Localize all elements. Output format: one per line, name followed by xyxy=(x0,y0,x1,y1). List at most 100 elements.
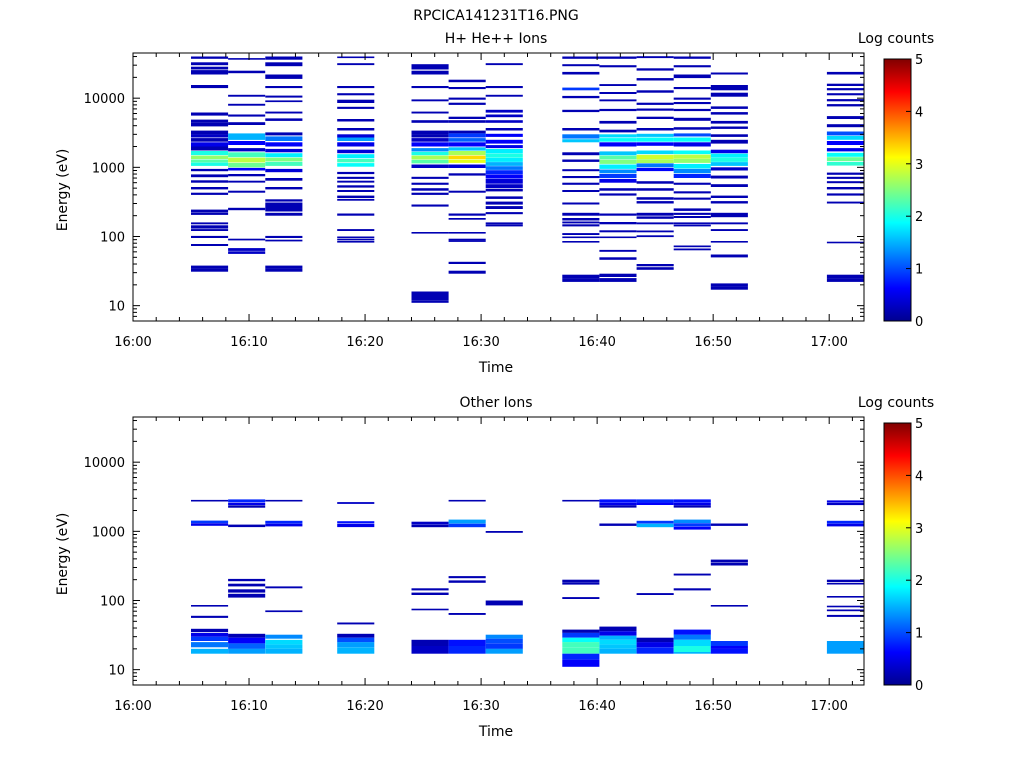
heatmap-cell xyxy=(710,212,748,218)
heatmap-cell xyxy=(599,99,637,102)
heatmap-cell xyxy=(191,174,229,178)
heatmap-cell xyxy=(191,180,229,183)
heatmap-cell xyxy=(411,176,449,179)
heatmap-cell xyxy=(265,199,303,202)
heatmap-cell xyxy=(710,153,748,158)
heatmap-cell xyxy=(191,162,229,166)
heatmap-cell xyxy=(337,185,375,188)
heatmap-cell xyxy=(673,222,711,225)
heatmap-cell xyxy=(411,592,449,595)
heatmap-cell xyxy=(337,163,375,167)
heatmap-cell xyxy=(562,647,600,654)
heatmap-cell xyxy=(448,523,486,528)
heatmap-cell xyxy=(411,524,449,528)
heatmap-cell xyxy=(228,133,266,140)
heatmap-cell xyxy=(337,171,375,175)
heatmap-cell xyxy=(485,212,523,215)
heatmap-cell xyxy=(485,184,523,189)
heatmap-cell xyxy=(599,236,637,239)
heatmap-cell xyxy=(228,578,266,582)
heatmap-cell xyxy=(826,157,864,162)
colorbar-tick-label: 4 xyxy=(915,105,923,120)
heatmap-cell xyxy=(673,182,711,185)
heatmap-cell xyxy=(710,641,748,646)
heatmap-cell xyxy=(562,653,600,660)
heatmap-cell xyxy=(673,523,711,527)
heatmap-cell xyxy=(448,151,486,156)
heatmap-cell xyxy=(265,111,303,114)
heatmap-cell xyxy=(191,229,229,231)
heatmap-cell xyxy=(673,133,711,137)
heatmap-cell xyxy=(448,79,486,83)
heatmap-cell xyxy=(265,136,303,141)
heatmap-cell xyxy=(448,270,486,274)
heatmap-cell xyxy=(485,643,523,649)
colorbar-tick-label: 4 xyxy=(915,469,923,484)
heatmap-cell xyxy=(673,127,711,130)
heatmap-cell xyxy=(265,168,303,173)
heatmap-cell xyxy=(673,168,711,174)
heatmap-cell xyxy=(710,195,748,198)
heatmap-cell xyxy=(448,164,486,168)
heatmap-cell xyxy=(265,118,303,121)
heatmap-cell xyxy=(599,56,637,59)
heatmap-cell xyxy=(448,232,486,234)
heatmap-cell xyxy=(411,64,449,70)
plot-frame xyxy=(132,416,865,686)
heatmap-cell xyxy=(228,583,266,587)
x-tick-label: 16:00 xyxy=(114,699,151,714)
heatmap-cell xyxy=(673,245,711,248)
heatmap-cell xyxy=(448,102,486,105)
y-tick-label: 100 xyxy=(100,230,125,245)
heatmap-cell xyxy=(228,499,266,503)
heatmap-cell xyxy=(599,155,637,160)
x-tick-label: 16:20 xyxy=(346,699,383,714)
colorbar-tick-label: 3 xyxy=(915,158,923,173)
heatmap-cell xyxy=(485,648,523,654)
heatmap-cell xyxy=(599,134,637,138)
heatmap-cell xyxy=(228,162,266,168)
heatmap-cell xyxy=(191,112,229,116)
y-tick-label: 1000 xyxy=(92,525,125,540)
heatmap-cell xyxy=(337,647,375,654)
heatmap-cell xyxy=(599,635,637,640)
heatmap-cell xyxy=(337,633,375,638)
heatmap-cell xyxy=(599,92,637,94)
heatmap-cell xyxy=(485,86,523,89)
heatmap-cell xyxy=(599,499,637,503)
heatmap-cell xyxy=(826,609,864,612)
heatmap-cell xyxy=(710,157,748,162)
heatmap-cell xyxy=(673,573,711,576)
heatmap-cell xyxy=(826,161,864,166)
heatmap-cell xyxy=(228,174,266,177)
heatmap-cell xyxy=(710,72,748,75)
heatmap-cell xyxy=(710,167,748,171)
heatmap-cell xyxy=(562,278,600,282)
heatmap-cell xyxy=(448,639,486,646)
heatmap-cell xyxy=(636,163,674,168)
colorbar-tick-label: 0 xyxy=(915,315,923,330)
heatmap-cell xyxy=(826,201,864,204)
heatmap-cell xyxy=(228,114,266,117)
heatmap-cell xyxy=(191,130,229,135)
heatmap-cell xyxy=(265,100,303,103)
colorbar-tick-label: 2 xyxy=(915,210,923,225)
heatmap-cell xyxy=(411,588,449,591)
heatmap-cell xyxy=(599,138,637,142)
heatmap-cell xyxy=(636,142,674,146)
heatmap-cell xyxy=(599,257,637,260)
heatmap-cell xyxy=(673,87,711,90)
heatmap-cell xyxy=(265,239,303,242)
heatmap-cell xyxy=(826,241,864,244)
heatmap-cell xyxy=(710,523,748,526)
heatmap-cell xyxy=(562,169,600,172)
x-tick-label: 16:10 xyxy=(230,335,267,350)
heatmap-cell xyxy=(599,169,637,174)
heatmap-cell xyxy=(191,212,229,215)
heatmap-cell xyxy=(673,65,711,68)
heatmap-cell xyxy=(636,523,674,528)
heatmap-cell xyxy=(485,174,523,179)
heatmap-cell xyxy=(562,109,600,113)
panel-bottom-y-axis-label: Energy (eV) xyxy=(55,513,71,596)
panel-top: H+ He++ Ions Log counts Time Energy (eV)… xyxy=(55,31,934,376)
